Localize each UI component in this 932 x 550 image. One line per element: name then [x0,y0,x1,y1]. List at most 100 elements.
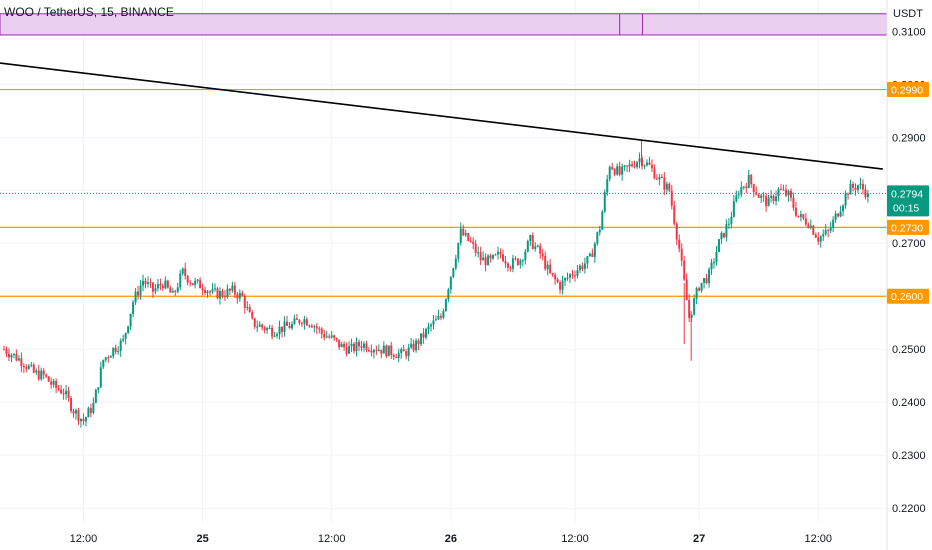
candle [519,258,522,269]
candle [338,339,341,350]
candle [504,256,507,268]
candle [643,164,646,170]
candle [313,324,316,333]
candle [412,339,415,353]
candle [400,347,403,359]
candle [695,286,698,305]
candle [30,361,33,368]
time-tick-label: 12:00 [70,533,98,545]
candle [494,253,497,256]
candle [236,291,239,304]
candle [146,276,149,288]
candle [434,315,437,321]
candle [370,344,373,357]
candle [209,289,212,296]
candle [606,174,609,196]
candle [581,262,584,272]
candle [310,323,313,328]
candle [628,159,631,173]
candle [745,182,748,194]
candle [752,183,755,198]
candle [305,316,308,326]
candle [817,232,820,245]
candle [124,332,127,345]
candle [472,237,475,250]
candle [325,330,328,339]
candle [397,348,400,363]
candle [648,156,651,166]
candle [583,257,586,274]
candle [151,282,154,298]
candle [556,277,559,284]
candle [181,267,184,276]
candle [268,324,271,329]
candle [561,275,564,295]
candle [238,289,241,302]
candle [832,216,835,233]
trendline[interactable] [0,62,883,170]
candle [112,347,115,359]
candle [638,152,641,169]
candle [534,242,537,252]
candle [79,418,82,428]
candle [276,332,279,339]
candle [10,353,13,363]
candle [492,254,495,260]
price-tick-label: 0.2500 [892,344,926,356]
candle [698,286,701,292]
candle [633,160,636,169]
candle [531,232,534,250]
price-tick-label: 0.3100 [892,26,926,38]
candle [827,228,830,238]
candle [55,378,58,394]
candle [462,224,465,237]
candle [32,362,35,374]
candle [104,356,107,363]
candle [732,195,735,218]
candle [161,283,164,292]
candle [35,368,38,375]
candle [82,413,85,426]
candle [74,408,77,420]
candle [668,182,671,193]
candle [551,272,554,277]
horizontal-levels [0,88,887,297]
candle [608,165,611,182]
candle [576,264,579,279]
candle [206,289,209,298]
candle [859,177,862,190]
candle [392,353,395,361]
candle [812,224,815,236]
candle [137,285,140,300]
candle [866,189,869,203]
candle [211,283,214,295]
candle [598,225,601,236]
candle [231,281,234,293]
candle [410,338,413,350]
candle [663,172,666,196]
candle [675,221,678,246]
current-price-value: 0.2794 [891,188,923,200]
candle [385,344,388,359]
candle [47,376,50,382]
candle [191,283,194,286]
candle [586,255,589,269]
candle [611,162,614,171]
candle [94,388,97,404]
candle [417,338,420,351]
candle [487,253,490,266]
bar-countdown: 00:15 [893,202,919,214]
candle [797,215,800,219]
candle [360,341,363,352]
candle [390,341,393,359]
candle [97,387,100,394]
candle [37,364,40,381]
candle [710,258,713,275]
candle [142,274,145,292]
candle [670,185,673,210]
candle [842,204,845,217]
candle [67,386,70,402]
candle [740,181,743,198]
candle [837,212,840,218]
